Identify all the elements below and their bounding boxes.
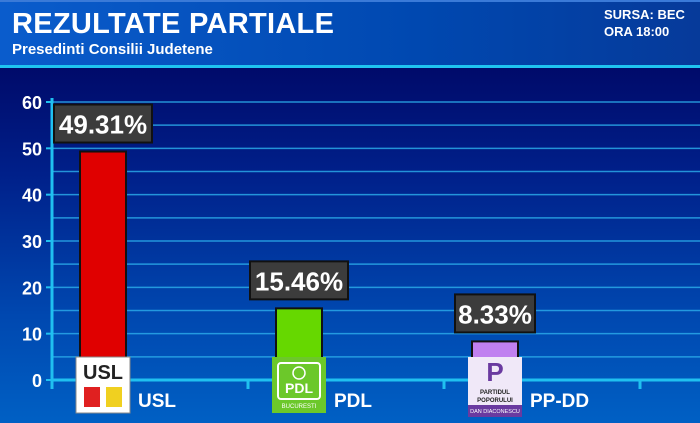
psd-logo-icon — [84, 387, 100, 407]
category-label: USL — [138, 391, 176, 412]
y-tick-label: 60 — [22, 93, 42, 113]
data-label-box — [454, 293, 536, 334]
header: REZULTATE PARTIALE Presedinti Consilii J… — [0, 0, 700, 66]
data-label: 49.31% — [59, 110, 147, 140]
page-subtitle: Presedinti Consilii Judetene — [12, 41, 213, 58]
data-label: 15.46% — [255, 266, 343, 296]
data-label-box — [249, 260, 349, 301]
category-label: PP-DD — [530, 391, 589, 412]
data-label-box — [53, 103, 153, 144]
source-label: SURSA: BEC — [604, 7, 685, 22]
y-tick-label: 10 — [22, 325, 42, 345]
logo-text: PDL — [285, 380, 313, 396]
y-tick-label: 50 — [22, 139, 42, 159]
page-title: REZULTATE PARTIALE — [12, 8, 335, 40]
logo-subtext: DAN DIACONESCU — [470, 409, 520, 415]
y-tick-label: 0 — [32, 371, 42, 391]
time-label: ORA 18:00 — [604, 24, 670, 39]
logo-frame — [277, 362, 321, 400]
bar-usl — [79, 150, 127, 381]
pnl-logo-icon — [106, 387, 122, 407]
y-tick-label: 40 — [22, 186, 42, 206]
y-tick-label: 20 — [22, 278, 42, 298]
category-label: PDL — [334, 391, 372, 412]
rose-icon — [292, 366, 306, 380]
logo-subtext: BUCURESTI — [282, 404, 317, 410]
logo-subtext: PARTIDUL — [480, 390, 510, 396]
logo-band — [468, 405, 522, 417]
header-divider — [0, 65, 700, 68]
y-tick-label: 30 — [22, 232, 42, 252]
data-label: 8.33% — [458, 299, 532, 329]
logo-text: P — [486, 357, 503, 387]
source-info: SURSA: BEC ORA 18:00 — [604, 6, 685, 40]
logo-text: USL — [83, 362, 123, 384]
logo-subtext: POPORULUI — [477, 398, 513, 404]
